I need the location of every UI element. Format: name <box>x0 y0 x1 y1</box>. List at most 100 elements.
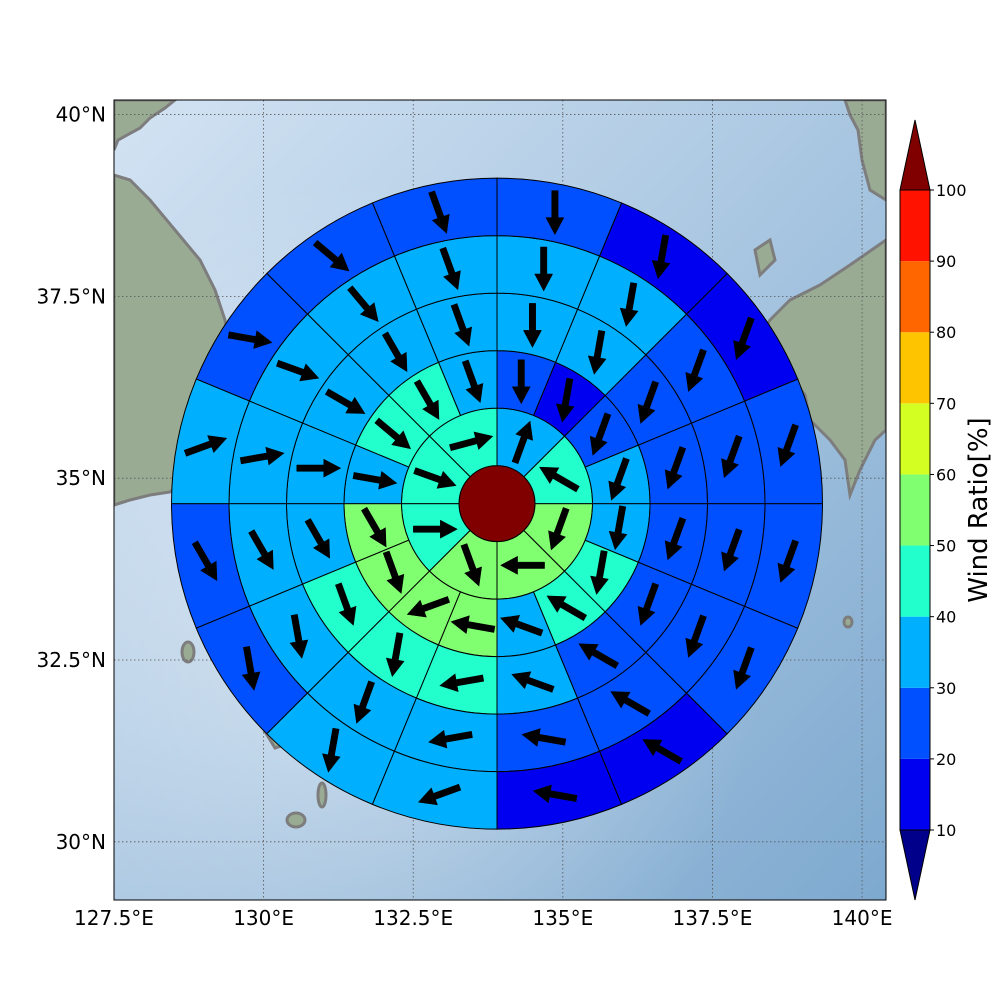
colorbar-bin <box>900 687 930 759</box>
wind-arrow <box>385 632 405 677</box>
wind-arrow <box>545 190 565 236</box>
wind-arrow <box>610 691 651 717</box>
wind-arrow <box>777 423 799 467</box>
wind-arrow <box>587 330 607 375</box>
colorbar-bin <box>900 474 930 546</box>
colorbar-tick-label: 10 <box>936 821 956 840</box>
wind-arrow <box>608 457 630 501</box>
map-area <box>114 100 886 900</box>
wind-arrow <box>227 330 273 349</box>
wind-arrow <box>733 646 755 690</box>
tsushima-island <box>180 640 196 664</box>
latitude-tick-labels: 30°N 32.5°N 35°N 37.5°N 40°N <box>37 103 107 854</box>
wind-arrow <box>322 727 341 773</box>
colorbar-tick-label: 80 <box>936 323 956 342</box>
wind-arrow <box>361 506 387 548</box>
wind-arrow <box>239 446 285 466</box>
wind-arrow <box>296 458 342 478</box>
wind-arrow <box>685 348 707 392</box>
wind-arrow <box>500 615 544 637</box>
wind-polar-grid <box>171 177 824 830</box>
wind-arrow <box>460 543 482 587</box>
lon-tick-label: 140°E <box>832 906 893 930</box>
wind-arrow <box>777 539 799 583</box>
wind-arrow <box>347 285 379 322</box>
lat-tick-label: 40°N <box>56 103 106 127</box>
wind-arrow <box>352 470 398 490</box>
wind-arrow <box>461 359 484 403</box>
wind-arrow <box>651 234 671 280</box>
wind-arrows <box>183 190 799 806</box>
wind-arrow <box>721 528 743 572</box>
wind-arrow <box>413 467 457 489</box>
colorbar-under-arrow <box>899 829 931 901</box>
lat-tick-label: 37.5°N <box>37 284 107 308</box>
wind-arrow <box>449 431 494 452</box>
wind-arrow <box>546 595 588 622</box>
izu-island <box>842 615 854 629</box>
wind-arrow <box>637 582 659 626</box>
lon-tick-label: 130°E <box>233 906 294 930</box>
wind-arrow <box>532 784 578 804</box>
wind-arrow <box>417 783 462 806</box>
wind-arrow <box>733 316 755 360</box>
wind-arrow <box>428 190 450 234</box>
lon-tick-label: 127.5°E <box>74 906 154 930</box>
yakushima-island <box>285 811 307 829</box>
wind-arrow <box>500 555 545 575</box>
honshu-east-land <box>753 238 886 501</box>
wind-arrow <box>685 614 707 658</box>
wind-arrow <box>439 246 461 291</box>
colorbar-label: Wind Ratio[%] <box>964 417 994 602</box>
colorbar-tick-label: 60 <box>936 465 956 484</box>
colorbar-tick-label: 100 <box>936 181 967 200</box>
wind-arrow <box>511 420 534 465</box>
wind-arrow <box>241 645 261 691</box>
lon-tick-label: 135°E <box>532 906 593 930</box>
map-frame <box>113 99 887 901</box>
hokkaido-land <box>843 100 886 202</box>
wind-arrow <box>608 505 628 551</box>
wind-arrow <box>521 728 567 747</box>
wind-arrow <box>523 303 542 348</box>
wind-arrow <box>374 417 411 450</box>
wind-arrow <box>539 466 580 493</box>
wind-arrow <box>590 550 609 595</box>
polar-cell <box>743 378 824 505</box>
wind-arrow <box>450 615 496 634</box>
lat-tick-label: 35°N <box>56 466 106 490</box>
wind-arrow <box>406 596 451 618</box>
wind-arrow <box>382 550 405 594</box>
wind-arrow <box>721 434 743 479</box>
colorbar-tick-label: 30 <box>936 679 956 698</box>
colorbar-bin <box>900 261 930 333</box>
tanegashima-island <box>316 781 328 809</box>
wind-arrow <box>450 303 473 347</box>
wind-arrow <box>335 582 357 626</box>
wind-arrow <box>439 673 485 692</box>
colorbar-tick-label: 70 <box>936 394 956 413</box>
wind-arrow <box>511 671 555 693</box>
longitude-tick-labels: 127.5°E 130°E 132.5°E 135°E 137.5°E 140°E <box>74 906 892 930</box>
colorbar-bin <box>900 545 930 617</box>
lon-tick-label: 137.5°E <box>672 906 752 930</box>
wind-arrow <box>428 729 473 749</box>
wind-arrow <box>312 239 350 272</box>
lon-tick-label: 132.5°E <box>373 906 453 930</box>
colorbar-tick-label: 50 <box>936 537 956 556</box>
wind-arrow <box>589 412 612 456</box>
colorbar-tick-label: 40 <box>936 608 956 627</box>
wind-arrow <box>578 643 619 669</box>
colorbar-bin <box>900 403 930 475</box>
colorbar-over-arrow <box>899 119 931 191</box>
wind-arrow <box>511 359 531 405</box>
wind-arrow <box>664 446 687 490</box>
colorbar: 10 20 30 40 50 60 70 80 90 100 <box>899 119 967 901</box>
colorbar-bin <box>900 190 930 262</box>
polar-cell <box>496 177 623 257</box>
wind-arrow <box>191 540 218 582</box>
colorbar-bin <box>900 332 930 404</box>
wind-arrow <box>619 282 639 327</box>
wind-arrow <box>353 680 375 724</box>
